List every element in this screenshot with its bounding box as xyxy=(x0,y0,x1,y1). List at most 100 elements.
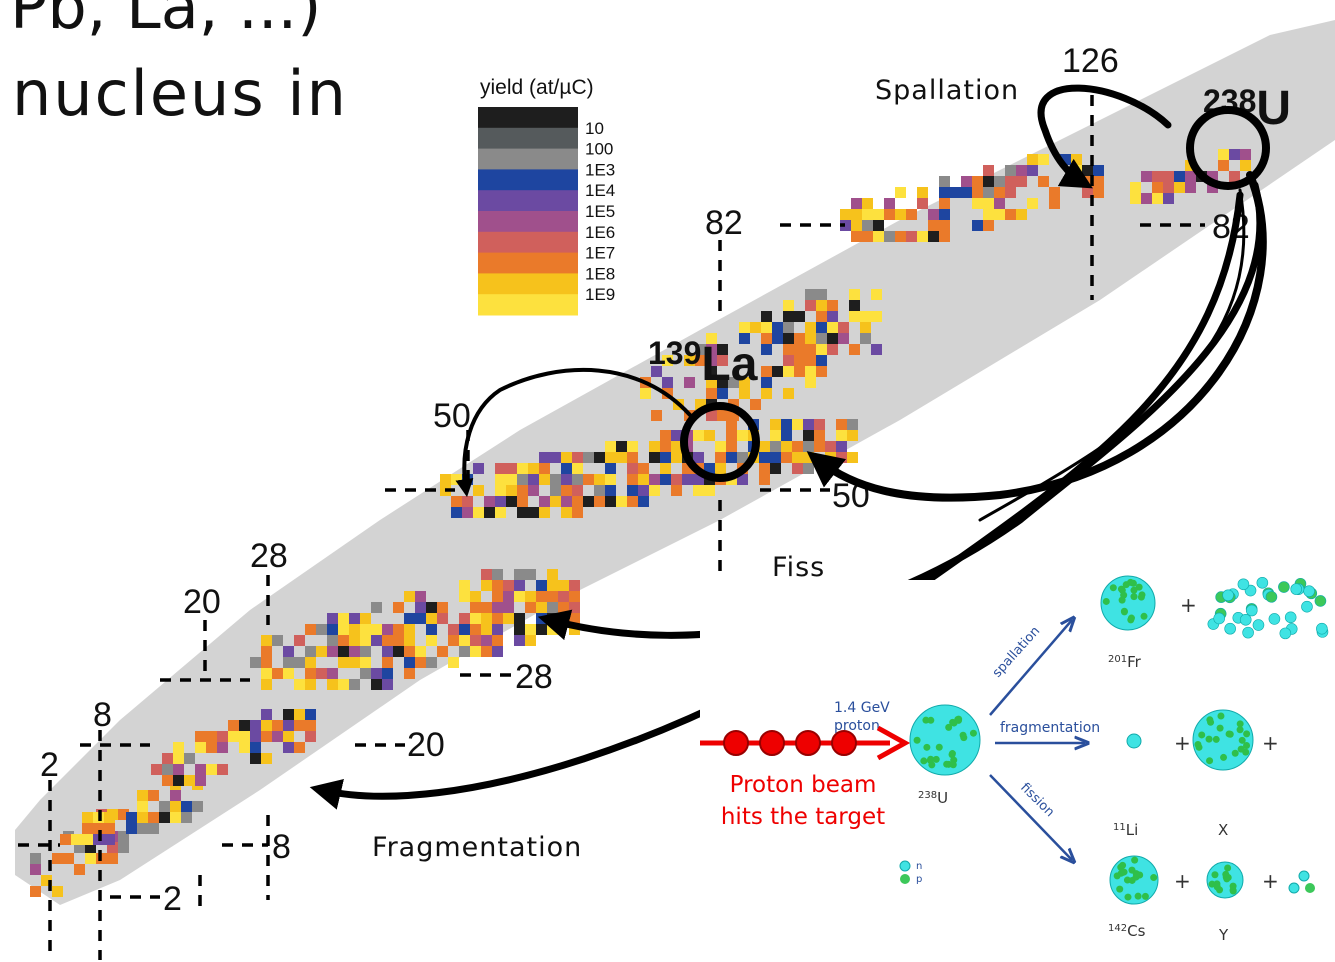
yield-pixel xyxy=(827,344,838,355)
yield-pixel xyxy=(459,591,470,602)
nucleon xyxy=(1121,869,1128,876)
yield-pixel xyxy=(649,441,660,452)
yield-pixel xyxy=(495,463,506,474)
spallation-label: Spallation xyxy=(875,75,1019,106)
yield-pixel xyxy=(715,452,726,463)
yield-pixel xyxy=(261,679,272,690)
yield-pixel xyxy=(294,709,305,720)
nucleon xyxy=(1299,871,1309,881)
yield-pixel xyxy=(393,646,404,657)
yield-pixel xyxy=(939,209,950,220)
yield-pixel xyxy=(1163,182,1174,193)
yield-pixel xyxy=(261,646,272,657)
nucleon xyxy=(1226,730,1233,737)
yield-pixel xyxy=(860,322,871,333)
yield-pixel xyxy=(305,709,316,720)
yield-pixel xyxy=(536,624,547,635)
yield-pixel xyxy=(451,496,462,507)
yield-pixel xyxy=(783,344,794,355)
yield-pixel xyxy=(415,613,426,624)
header-line1: Pb, La, ...) xyxy=(10,0,321,43)
yield-pixel xyxy=(805,355,816,366)
yield-pixel xyxy=(616,496,627,507)
yield-pixel xyxy=(126,812,137,823)
yield-pixel xyxy=(847,430,858,441)
yield-pixel xyxy=(761,322,772,333)
yield-pixel xyxy=(327,679,338,690)
yield-pixel xyxy=(228,720,239,731)
yield-pixel xyxy=(495,485,506,496)
yield-pixel xyxy=(173,742,184,753)
plus: + xyxy=(1174,731,1191,755)
yield-pixel xyxy=(803,430,814,441)
yield-pixel xyxy=(514,635,525,646)
yield-pixel xyxy=(305,720,316,731)
yield-pixel xyxy=(195,775,206,786)
yield-pixel xyxy=(594,452,605,463)
yield-pixel xyxy=(849,300,860,311)
yield-pixel xyxy=(239,720,250,731)
yield-pixel xyxy=(481,613,492,624)
yield-pixel xyxy=(1141,171,1152,182)
nucleon xyxy=(1224,865,1231,872)
yield-pixel xyxy=(884,209,895,220)
yield-pixel xyxy=(492,580,503,591)
yield-pixel xyxy=(1093,165,1104,176)
yield-pixel xyxy=(1038,154,1049,165)
yield-pixel xyxy=(761,388,772,399)
yield-pixel xyxy=(481,602,492,613)
yield-pixel xyxy=(459,646,470,657)
yield-pixel xyxy=(561,452,572,463)
yield-pixel xyxy=(470,591,481,602)
yield-pixel xyxy=(873,220,884,231)
yield-pixel xyxy=(895,187,906,198)
yield-pixel xyxy=(539,463,550,474)
yield-pixel xyxy=(30,853,41,864)
yield-pixel xyxy=(649,452,660,463)
yield-pixel xyxy=(481,646,492,657)
yield-pixel xyxy=(605,463,616,474)
yield-pixel xyxy=(451,474,462,485)
yield-pixel xyxy=(660,441,671,452)
legend-swatch xyxy=(478,294,578,315)
yield-pixel xyxy=(338,624,349,635)
yield-pixel xyxy=(184,775,195,786)
yield-pixel xyxy=(148,790,159,801)
inset: 1.4 GeV proton Proton beam hits the targ… xyxy=(700,576,1335,962)
yield-pixel xyxy=(605,496,616,507)
yield-pixel xyxy=(814,441,825,452)
yield-pixel xyxy=(561,496,572,507)
nucleon xyxy=(1127,579,1134,586)
yield-pixel xyxy=(294,635,305,646)
yield-pixel xyxy=(426,613,437,624)
yield-pixel xyxy=(759,452,770,463)
x-label: X xyxy=(1218,821,1228,839)
yield-pixel xyxy=(761,333,772,344)
nucleon xyxy=(1220,754,1227,761)
yield-pixel xyxy=(750,322,761,333)
nucleon xyxy=(920,757,927,764)
yield-pixel xyxy=(1049,187,1060,198)
yield-pixel xyxy=(871,344,882,355)
yield-pixel xyxy=(972,176,983,187)
yield-pixel xyxy=(638,496,649,507)
yield-pixel xyxy=(261,657,272,668)
yield-pixel xyxy=(484,507,495,518)
yield-pixel xyxy=(761,344,772,355)
yield-pixel xyxy=(1130,193,1141,204)
yield-pixel xyxy=(261,753,272,764)
yield-pixel xyxy=(206,742,217,753)
yield-pixel xyxy=(338,613,349,624)
yield-pixel xyxy=(783,388,794,399)
yield-pixel xyxy=(272,635,283,646)
yield-pixel xyxy=(137,812,148,823)
yield-pixel xyxy=(862,220,873,231)
yield-pixel xyxy=(660,474,671,485)
yield-pixel xyxy=(761,311,772,322)
yield-pixel xyxy=(770,452,781,463)
legend-swatch xyxy=(478,211,578,232)
yield-pixel xyxy=(950,187,961,198)
yield-pixel xyxy=(737,430,748,441)
yield-pixel xyxy=(569,591,580,602)
nucleon xyxy=(923,744,930,751)
